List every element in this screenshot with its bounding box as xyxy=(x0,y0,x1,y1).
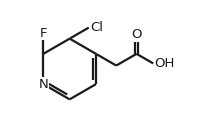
Text: N: N xyxy=(38,78,48,91)
Text: F: F xyxy=(40,27,47,40)
Text: OH: OH xyxy=(155,57,175,70)
Text: O: O xyxy=(131,28,142,41)
Text: Cl: Cl xyxy=(90,21,103,34)
